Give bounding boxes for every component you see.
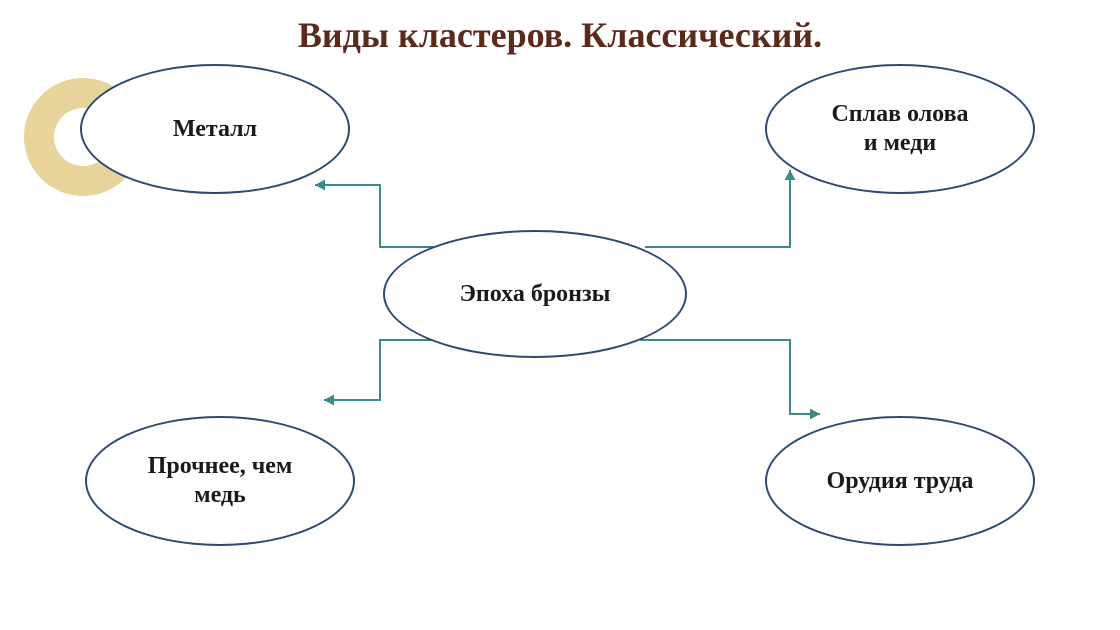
connector-to-bottom-left (324, 340, 450, 400)
arrowhead-to-top-right (785, 170, 796, 180)
page-title-text: Виды кластеров. Классический. (298, 15, 822, 55)
connector-to-top-right (645, 170, 790, 247)
node-bottom-right-label: Орудия труда (803, 467, 998, 496)
node-top-left-label: Металл (149, 115, 281, 144)
node-center-label: Эпоха бронзы (436, 280, 635, 309)
arrowhead-to-bottom-right (810, 409, 820, 420)
connector-to-top-left (315, 185, 450, 247)
node-top-right: Сплав оловаи меди (765, 64, 1035, 194)
node-top-right-label: Сплав оловаи меди (807, 100, 992, 158)
connector-to-bottom-right (640, 340, 820, 414)
node-bottom-right: Орудия труда (765, 416, 1035, 546)
arrowhead-to-top-left (315, 180, 325, 191)
page-title: Виды кластеров. Классический. (0, 14, 1120, 56)
node-bottom-left-label: Прочнее, чеммедь (124, 452, 317, 510)
arrowhead-to-bottom-left (324, 395, 334, 406)
node-center: Эпоха бронзы (383, 230, 687, 358)
node-top-left: Металл (80, 64, 350, 194)
node-bottom-left: Прочнее, чеммедь (85, 416, 355, 546)
